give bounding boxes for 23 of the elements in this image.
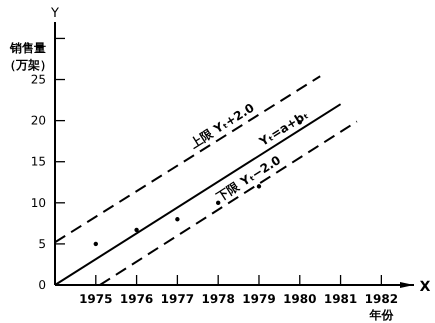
point (256, 184, 262, 189)
y-tick-label: 10 (30, 196, 46, 210)
x-tick-label: 1982 (364, 292, 398, 306)
point (134, 228, 139, 232)
x-axis-title: 年份 (368, 308, 394, 322)
text: X (420, 279, 431, 295)
point (216, 200, 220, 206)
x-tick-label: 1980 (283, 292, 316, 306)
text: Y (50, 6, 60, 21)
y-tick-label: 20 (30, 114, 46, 128)
x-tick-label: 1978 (201, 292, 235, 306)
x-tick-label: 1979 (242, 292, 276, 306)
point (94, 242, 98, 246)
y-tick-label: 15 (30, 154, 46, 169)
x-tick-label: 1977 (160, 292, 194, 306)
x-tick-label: 1975 (79, 292, 112, 306)
x-tick-label: 1976 (120, 292, 154, 306)
y-axis-title: 销售量（万架） (4, 41, 52, 72)
x-tick-label: 1981 (324, 292, 358, 306)
y-tick-label: 5 (38, 236, 46, 251)
y-tick-label: 0 (38, 278, 46, 292)
point (175, 217, 180, 222)
y-tick-label: 25 (30, 72, 46, 87)
